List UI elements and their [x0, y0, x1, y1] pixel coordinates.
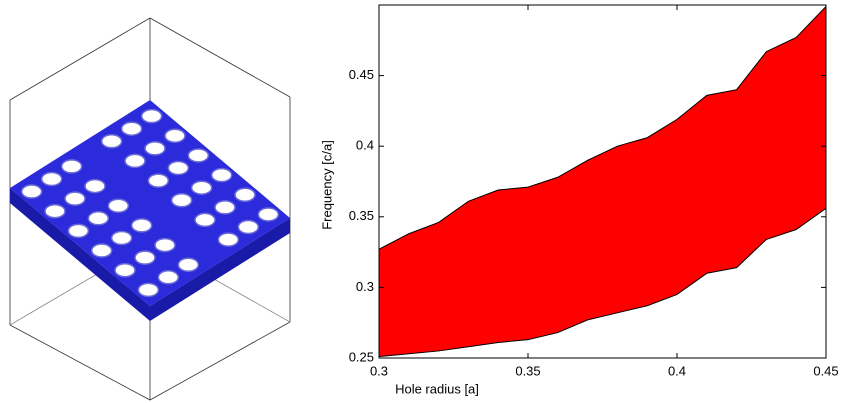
hole	[210, 167, 233, 183]
hole	[67, 223, 90, 239]
upper-line	[378, 6, 827, 250]
hole	[154, 237, 176, 253]
hole	[187, 148, 210, 163]
hole	[194, 212, 216, 228]
x-axis-label: Hole radius [a]	[395, 381, 479, 396]
hole	[157, 270, 180, 285]
hole	[257, 207, 280, 222]
hole	[60, 159, 83, 174]
hole	[164, 128, 186, 144]
y-tick-label: 0.45	[349, 67, 374, 82]
hole	[44, 203, 66, 219]
plot-frame	[378, 4, 827, 359]
slab-side	[10, 188, 290, 321]
hole	[90, 243, 113, 258]
band-fill	[379, 6, 826, 357]
hole	[167, 160, 190, 176]
y-tick-label: 0.4	[356, 138, 374, 153]
x-tick-label: 0.35	[515, 363, 540, 378]
hole	[87, 211, 110, 226]
hole	[110, 230, 133, 246]
x-tick-label: 0.4	[668, 363, 686, 378]
hole	[124, 153, 146, 169]
hole	[130, 218, 153, 233]
hole	[147, 173, 170, 188]
x-tick-label: 0.3	[370, 363, 388, 378]
x-tick-label: 0.45	[813, 363, 838, 378]
hole	[107, 198, 130, 213]
hole	[120, 121, 143, 136]
hole	[84, 178, 106, 194]
hole	[100, 134, 123, 149]
slab-render	[9, 17, 291, 401]
slab-top	[10, 100, 290, 306]
hole	[234, 187, 256, 203]
hole	[134, 250, 156, 265]
hole	[237, 219, 260, 235]
hole	[140, 108, 163, 124]
hole	[114, 262, 136, 278]
hole	[170, 193, 193, 208]
hole	[190, 180, 213, 195]
y-tick-label: 0.25	[349, 349, 374, 364]
y-tick-label: 0.35	[349, 208, 374, 223]
hole	[177, 257, 200, 272]
hole	[20, 184, 43, 199]
hole	[217, 232, 240, 247]
y-tick-label: 0.3	[356, 279, 374, 294]
y-axis-label: Frequency [c/a]	[319, 140, 334, 230]
lower-line	[378, 207, 827, 358]
hole	[64, 191, 86, 206]
hole	[137, 282, 160, 298]
hole	[214, 200, 236, 215]
hole	[144, 141, 166, 156]
hole	[40, 171, 63, 187]
